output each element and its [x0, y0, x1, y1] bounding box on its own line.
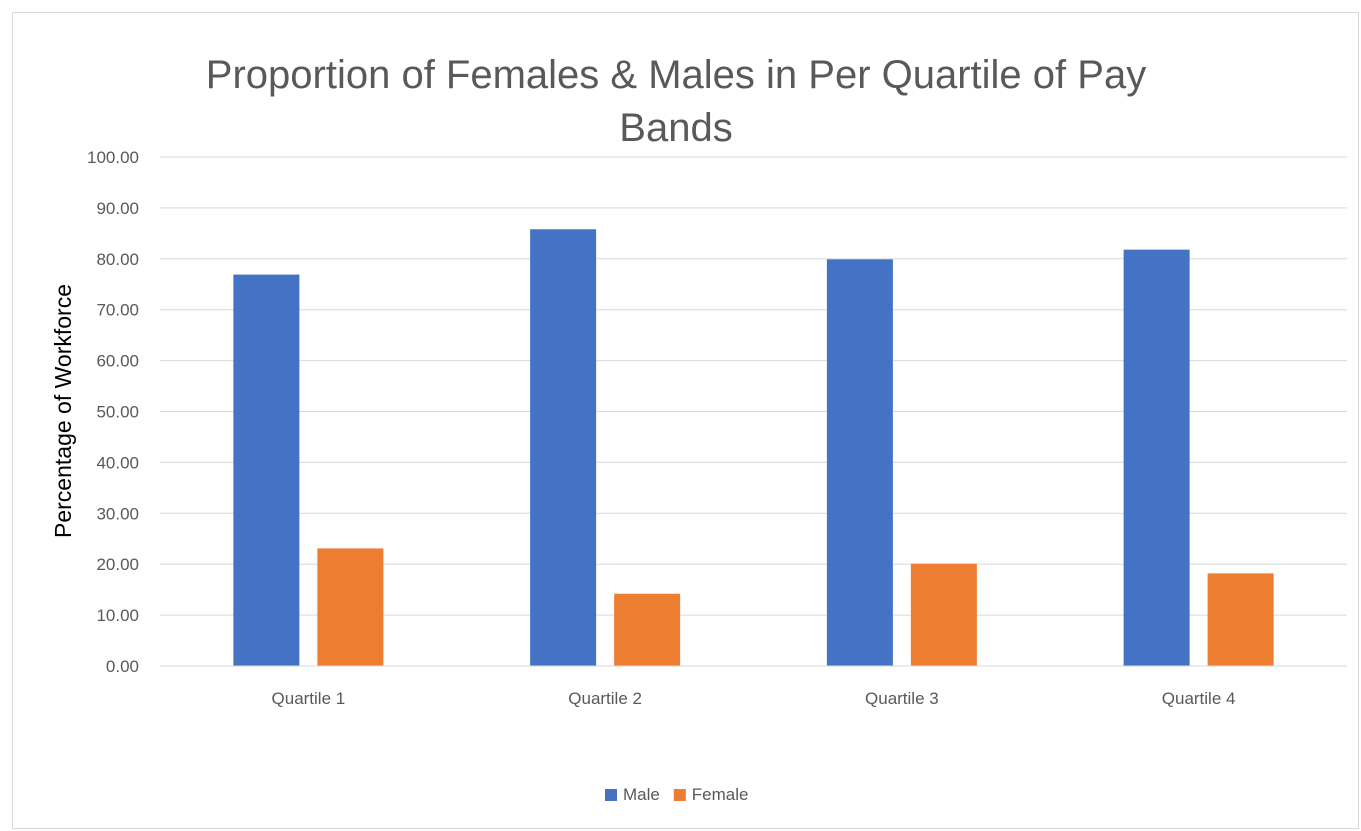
x-tick-label: Quartile 3: [865, 689, 939, 708]
x-axis-ticks: Quartile 1 Quartile 2 Quartile 3 Quartile 4: [272, 689, 1236, 708]
bar-male-4: [1123, 249, 1190, 666]
y-tick-label: 100.00: [87, 148, 139, 167]
y-tick-label: 40.00: [96, 453, 139, 472]
y-tick-label: 50.00: [96, 403, 139, 422]
x-tick-label: Quartile 4: [1162, 689, 1236, 708]
chart-title-line1: Proportion of Females & Males in Per Qua…: [206, 53, 1146, 97]
bar-female-4: [1207, 573, 1274, 666]
bar-male-2: [530, 229, 597, 666]
bar-female-3: [910, 563, 977, 666]
bar-male-3: [826, 259, 893, 666]
y-tick-label: 30.00: [96, 504, 139, 523]
y-tick-label: 0.00: [106, 657, 139, 676]
bars: [160, 229, 1347, 667]
bar-female-2: [614, 593, 681, 666]
y-tick-label: 70.00: [96, 301, 139, 320]
chart-title-line2: Bands: [619, 106, 732, 150]
legend-label-female: Female: [692, 785, 749, 804]
legend-swatch-male: [605, 789, 617, 801]
x-tick-label: Quartile 1: [272, 689, 346, 708]
y-tick-label: 60.00: [96, 352, 139, 371]
y-tick-label: 80.00: [96, 250, 139, 269]
legend-swatch-female: [673, 789, 686, 801]
y-axis-ticks: 0.00 10.00 20.00 30.00 40.00 50.00 60.00 70.00 8…: [87, 148, 139, 676]
y-axis-label: Percentage of Workforce: [50, 284, 76, 538]
y-tick-label: 20.00: [96, 555, 139, 574]
y-tick-label: 90.00: [96, 199, 139, 218]
bar-male-1: [233, 274, 300, 666]
bar-female-1: [317, 548, 384, 666]
y-tick-label: 10.00: [96, 606, 139, 625]
x-tick-label: Quartile 2: [568, 689, 642, 708]
legend: Male Female: [605, 785, 748, 804]
legend-label-male: Male: [623, 785, 660, 804]
